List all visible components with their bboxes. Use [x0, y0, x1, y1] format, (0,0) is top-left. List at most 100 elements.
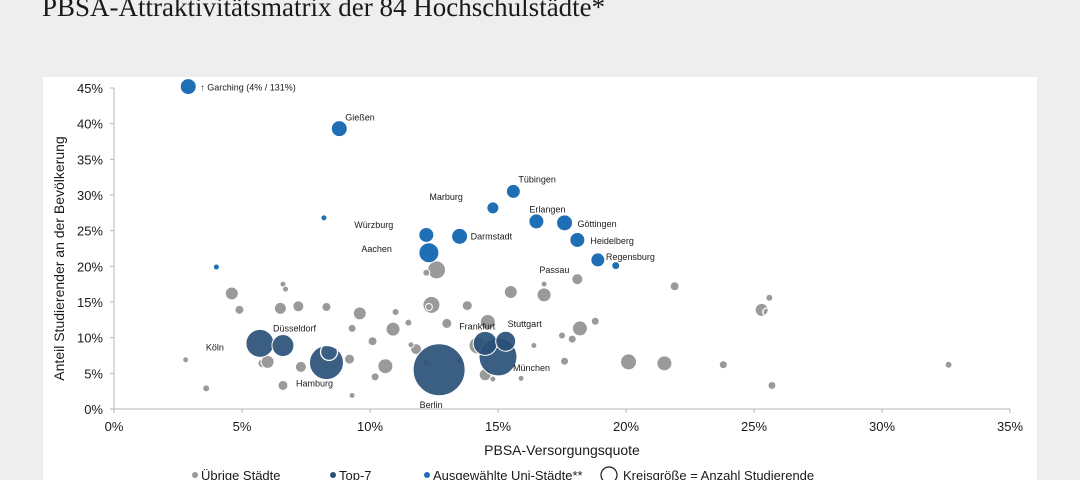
point-other-48: [489, 375, 497, 383]
city-label: Tübingen: [518, 174, 556, 184]
point-top7-2: [308, 345, 344, 381]
point-top7-3: [245, 328, 275, 358]
point-other-14: [461, 300, 473, 312]
point-selected-13: [611, 261, 621, 271]
point-selected-1: [330, 120, 348, 138]
point-other-22: [441, 317, 453, 329]
point-selected-6: [418, 226, 435, 243]
legend: Übrige Städte Top-7 Ausgewählte Uni-Städte…: [192, 466, 814, 480]
y-tick-label: 10%: [77, 331, 103, 346]
point-selected-4: [528, 213, 545, 230]
point-other-30: [367, 336, 378, 347]
point-other-41: [377, 358, 394, 375]
y-tick-label: 5%: [84, 366, 103, 381]
point-other-4: [282, 285, 290, 293]
legend-label-selected: Ausgewählte Uni-Städte**: [433, 468, 583, 480]
legend-label-top7: Top-7: [339, 468, 372, 480]
x-tick-label: 25%: [741, 419, 767, 434]
city-label: Düsseldorf: [273, 324, 317, 334]
point-other-16: [536, 287, 552, 303]
point-other-50: [560, 356, 570, 366]
point-selected-2: [505, 183, 521, 199]
size-ring-0: [319, 342, 339, 362]
legend-label-other: Übrige Städte: [201, 468, 281, 480]
legend-marker-size: [600, 466, 618, 480]
page-title: PBSA-Attraktivitätsmatrix der 84 Hochsch…: [42, 0, 606, 22]
y-tick-label: 20%: [77, 259, 103, 274]
point-top7-5: [271, 334, 295, 358]
point-other-6: [234, 304, 245, 315]
legend-marker-selected: [424, 472, 430, 478]
point-other-9: [321, 301, 332, 312]
city-label: Köln: [206, 342, 224, 352]
city-label: Frankfurt: [459, 321, 496, 331]
point-top7-0: [412, 343, 466, 397]
city-label: Aachen: [361, 244, 392, 254]
legend-marker-top7: [330, 472, 336, 478]
y-tick-label: 45%: [77, 81, 103, 96]
city-labels: Passau Berlin München Hamburg Köln Frankfurt D…: [200, 83, 655, 410]
point-other-29: [765, 293, 774, 302]
city-label: Berlin: [420, 400, 443, 410]
city-label: Göttingen: [578, 219, 617, 229]
point-selected-5: [556, 214, 574, 232]
point-top7-6: [495, 330, 517, 352]
point-selected-3: [486, 201, 500, 215]
x-tick-label: 0%: [105, 419, 124, 434]
city-label: ↑ Garching (4% / 131%): [200, 83, 296, 93]
x-axis-title: PBSA-Versorgungsquote: [484, 442, 640, 458]
point-other-54: [767, 380, 777, 390]
point-other-36: [530, 342, 538, 350]
point-other-21: [404, 318, 413, 327]
legend-label-size: Kreisgröße = Anzahl Studierende: [623, 468, 814, 480]
point-other-1: [427, 260, 447, 280]
x-tick-label: 5%: [233, 419, 252, 434]
x-tick-label: 10%: [357, 419, 383, 434]
point-other-0: [571, 273, 584, 286]
point-selected-7: [451, 227, 469, 245]
point-other-8: [292, 300, 305, 313]
scatter-chart: 0% 5% 10% 15% 20% 25% 30% 35% 0% 5% 10% 15% 20% 25% 30…: [51, 78, 1023, 480]
city-label: Darmstadt: [471, 231, 513, 241]
size-ring-3: [762, 307, 772, 317]
x-tick-label: 20%: [613, 419, 639, 434]
y-tick-label: 30%: [77, 188, 103, 203]
point-other-18: [669, 281, 680, 292]
point-other-46: [348, 391, 356, 399]
point-other-44: [202, 384, 211, 393]
point-other-25: [590, 316, 600, 326]
city-label: Passau: [539, 265, 569, 275]
y-tick-label: 15%: [77, 295, 103, 310]
x-tick-label: 35%: [997, 419, 1023, 434]
point-other-45: [277, 379, 289, 391]
point-other-11: [391, 307, 400, 316]
point-selected-8: [569, 231, 586, 248]
city-label: Erlangen: [529, 204, 565, 214]
point-other-55: [944, 360, 953, 369]
city-label: Würzburg: [354, 220, 393, 230]
point-other-28: [754, 302, 769, 317]
point-other-26: [558, 331, 566, 340]
city-label: Hamburg: [296, 379, 333, 389]
point-other-17: [540, 280, 548, 288]
point-other-52: [656, 355, 673, 372]
plot-panel: 0% 5% 10% 15% 20% 25% 30% 35% 0% 5% 10% 15% 20% 25% 30…: [43, 77, 1037, 480]
point-other-24: [571, 320, 588, 337]
point-other-49: [517, 374, 525, 382]
point-selected-0: [179, 78, 197, 96]
point-other-53: [718, 360, 728, 370]
point-selected-10: [590, 252, 606, 268]
size-ring-1: [349, 337, 365, 354]
point-other-20: [385, 321, 401, 337]
point-other-15: [503, 285, 518, 300]
city-label: Stuttgart: [508, 319, 543, 329]
y-axis-title: Anteil Studierender an der Bevölkerung: [51, 136, 67, 380]
point-other-39: [294, 360, 307, 373]
point-other-40: [344, 353, 356, 365]
city-label: Heidelberg: [590, 236, 634, 246]
point-selected-11: [320, 214, 328, 222]
point-other-2: [422, 268, 431, 277]
point-other-27: [567, 334, 577, 344]
y-tick-label: 35%: [77, 152, 103, 167]
point-other-43: [182, 356, 190, 364]
